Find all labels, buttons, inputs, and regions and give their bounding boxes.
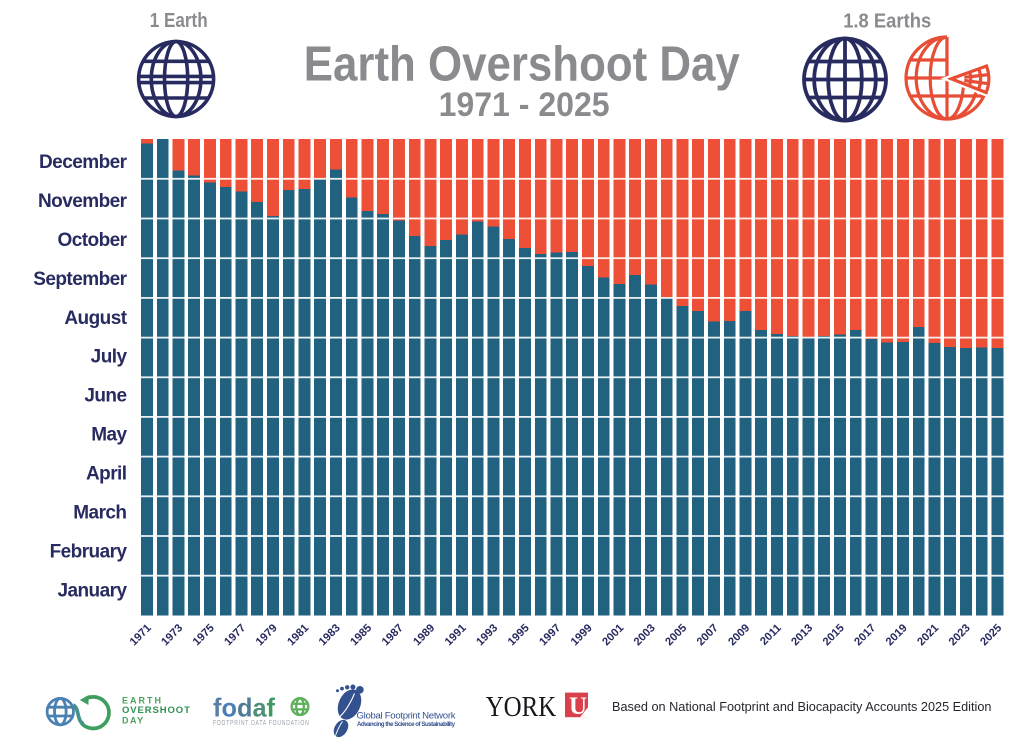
svg-text:July: July (91, 347, 128, 368)
svg-text:Global Footprint Network: Global Footprint Network (357, 710, 456, 721)
svg-text:May: May (91, 425, 127, 446)
svg-text:1.8 Earths: 1.8 Earths (843, 11, 931, 33)
svg-text:U: U (569, 693, 587, 720)
svg-text:1 Earth: 1 Earth (150, 10, 208, 32)
svg-text:December: December (39, 152, 128, 173)
svg-text:Advancing the Science of Susta: Advancing the Science of Sustainability (357, 721, 456, 728)
svg-text:October: October (58, 230, 128, 251)
svg-text:April: April (86, 464, 127, 485)
svg-text:November: November (38, 191, 128, 212)
svg-text:Earth Overshoot Day: Earth Overshoot Day (304, 37, 740, 91)
svg-text:June: June (84, 386, 126, 407)
svg-text:March: March (73, 503, 126, 524)
svg-text:YORK: YORK (486, 691, 557, 723)
svg-text:OVERSHOOT: OVERSHOOT (122, 705, 191, 716)
svg-text:FOOTPRINT DATA FOUNDATION: FOOTPRINT DATA FOUNDATION (213, 720, 310, 727)
svg-text:February: February (50, 542, 128, 563)
svg-text:1971 - 2025: 1971 - 2025 (439, 86, 610, 124)
svg-text:August: August (64, 308, 127, 329)
svg-text:September: September (33, 269, 127, 290)
svg-text:Based on National Footprint an: Based on National Footprint and Biocapac… (612, 700, 991, 714)
svg-text:January: January (57, 581, 127, 602)
svg-text:EARTH: EARTH (122, 695, 163, 705)
svg-text:DAY: DAY (122, 716, 145, 726)
svg-text:fodaf: fodaf (213, 693, 275, 723)
